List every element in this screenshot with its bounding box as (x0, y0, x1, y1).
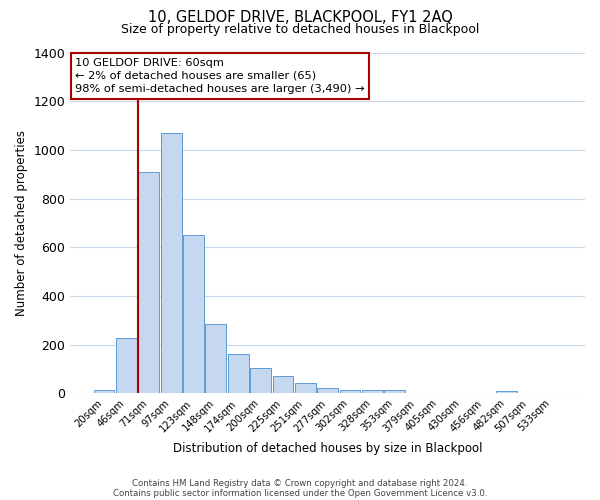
Bar (385, 390, 405, 393)
Bar (116, 338, 137, 393)
Text: Contains public sector information licensed under the Open Government Licence v3: Contains public sector information licen… (113, 488, 487, 498)
Bar (161, 133, 182, 393)
X-axis label: Distribution of detached houses by size in Blackpool: Distribution of detached houses by size … (173, 442, 482, 455)
Bar (139, 172, 159, 393)
Bar (362, 390, 383, 393)
Y-axis label: Number of detached properties: Number of detached properties (15, 130, 28, 316)
Bar (94, 390, 115, 393)
Text: Size of property relative to detached houses in Blackpool: Size of property relative to detached ho… (121, 22, 479, 36)
Text: 10 GELDOF DRIVE: 60sqm
← 2% of detached houses are smaller (65)
98% of semi-deta: 10 GELDOF DRIVE: 60sqm ← 2% of detached … (76, 58, 365, 94)
Bar (272, 376, 293, 393)
Bar (295, 384, 316, 393)
Text: 10, GELDOF DRIVE, BLACKPOOL, FY1 2AQ: 10, GELDOF DRIVE, BLACKPOOL, FY1 2AQ (148, 10, 452, 25)
Bar (340, 390, 361, 393)
Bar (496, 391, 517, 393)
Text: Contains HM Land Registry data © Crown copyright and database right 2024.: Contains HM Land Registry data © Crown c… (132, 478, 468, 488)
Bar (205, 324, 226, 393)
Bar (317, 388, 338, 393)
Bar (250, 368, 271, 393)
Bar (228, 354, 248, 393)
Bar (183, 235, 204, 393)
